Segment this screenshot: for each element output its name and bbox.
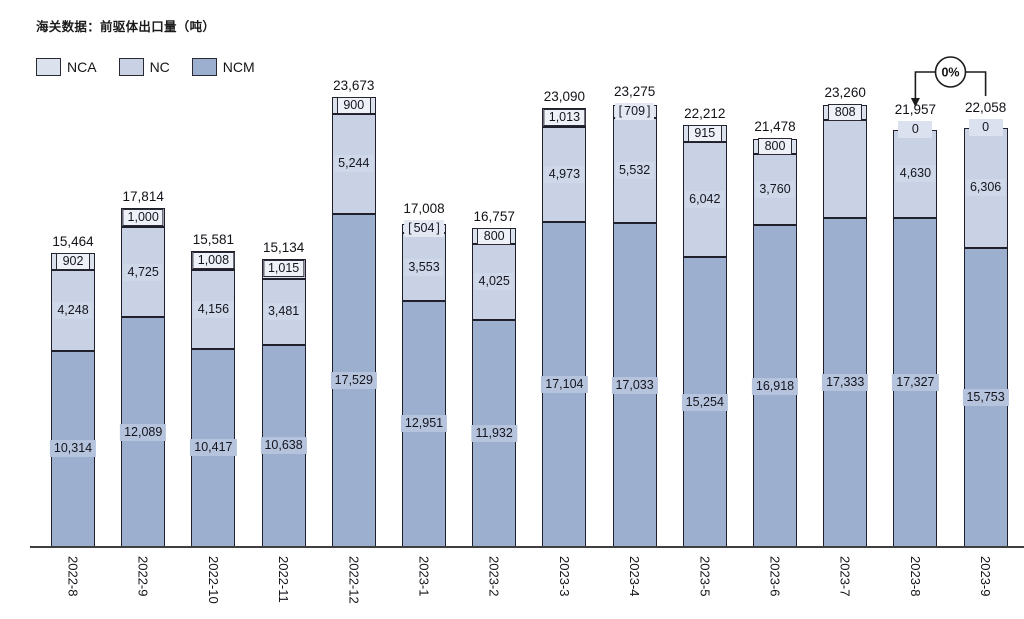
x-axis-label: 2023-6: [767, 556, 783, 597]
label-ncm-value: 10,314: [49, 440, 97, 458]
legend-label-ncm: NCM: [222, 59, 255, 75]
label-nca-value: 0: [968, 119, 1003, 137]
label-nca-value: 709: [614, 102, 655, 120]
total-label: 21,478: [754, 118, 796, 134]
label-ncm-value: 15,254: [681, 393, 728, 411]
total-label: 21,957: [894, 102, 937, 118]
total-label: 23,260: [824, 85, 866, 101]
legend: NCA NC NCM: [36, 58, 277, 76]
label-nca-value: 915: [687, 124, 722, 142]
legend-item-nca: NCA: [36, 58, 97, 76]
label-nc-value: 4,248: [53, 302, 93, 320]
total-label: 22,058: [964, 100, 1007, 116]
x-axis-label: 2022-10: [205, 556, 221, 604]
label-ncm-value: 12,089: [120, 423, 167, 441]
legend-label-nc: NC: [149, 59, 170, 75]
legend-item-ncm: NCM: [191, 58, 255, 76]
label-nca-value: 800: [477, 227, 512, 245]
label-nc-value: 5,532: [614, 162, 655, 180]
label-ncm-value: 17,033: [611, 376, 658, 394]
total-label: 15,134: [262, 240, 305, 256]
x-axis-label: 2023-5: [697, 556, 713, 597]
label-nca-value: 504: [404, 219, 444, 237]
annotation-percent-label: 0%: [941, 66, 959, 80]
x-axis-label: 2022-11: [276, 556, 292, 603]
label-nc-value: 3,481: [263, 303, 304, 321]
segment-nc-2023-7: [823, 120, 868, 218]
x-axis-label: 2023-8: [907, 556, 923, 597]
label-ncm-value: 16,918: [751, 377, 799, 395]
label-ncm-value: 11,932: [471, 425, 517, 443]
label-nca-value: 808: [828, 104, 863, 122]
legend-label-nca: NCA: [67, 59, 97, 75]
label-nc-value: 3,760: [755, 181, 795, 199]
nc-swatch-icon: [118, 58, 144, 76]
nca-swatch-icon: [36, 58, 61, 76]
label-nca-value: 1,008: [192, 251, 235, 269]
label-nca-value: 1,015: [262, 260, 305, 278]
legend-item-nc: NC: [118, 58, 170, 76]
label-nca-value: 900: [336, 97, 371, 115]
label-nc-value: 4,025: [474, 273, 514, 291]
total-label: 17,008: [403, 200, 445, 216]
label-nc-value: 4,630: [895, 165, 936, 183]
ncm-swatch-icon: [191, 58, 217, 76]
label-nc-value: 6,042: [685, 191, 725, 209]
x-axis-label: 2023-2: [486, 556, 502, 597]
label-ncm-value: 17,333: [822, 373, 869, 391]
total-label: 23,090: [543, 89, 586, 105]
label-ncm-value: 15,753: [962, 388, 1009, 406]
label-nca-value: 1,000: [122, 209, 164, 227]
label-nc-value: 4,973: [544, 166, 585, 184]
label-nc-value: 4,156: [193, 300, 234, 318]
label-ncm-value: 17,529: [330, 371, 377, 389]
x-axis-label: 2023-3: [556, 556, 572, 597]
label-ncm-value: 10,638: [260, 437, 307, 455]
label-nc-value: 3,553: [404, 258, 444, 276]
label-nc-value: 5,244: [334, 155, 374, 173]
label-ncm-value: 17,104: [541, 375, 588, 393]
total-label: 15,581: [192, 231, 235, 247]
label-ncm-value: 12,951: [400, 415, 448, 433]
x-axis-label: 2022-9: [135, 556, 151, 597]
label-nc-value: 4,725: [123, 263, 163, 281]
annotation-circle: [934, 56, 967, 88]
x-axis-label: 2022-8: [65, 556, 81, 597]
x-axis-label: 2022-12: [346, 556, 362, 604]
total-label: 22,212: [684, 105, 726, 121]
x-axis-label: 2023-9: [978, 556, 994, 597]
total-label: 23,275: [613, 83, 656, 99]
label-nca-value: 800: [758, 137, 792, 155]
total-label: 23,673: [333, 77, 375, 93]
total-label: 16,757: [473, 208, 515, 224]
x-axis-label: 2023-1: [416, 556, 432, 597]
x-axis-label: 2023-7: [837, 556, 853, 597]
chart-title: 海关数据：前驱体出口量（吨）: [36, 20, 216, 34]
label-ncm-value: 17,327: [892, 373, 939, 391]
label-nc-value: 6,306: [965, 179, 1006, 197]
label-nca-value: 902: [56, 253, 90, 271]
x-axis-label: 2023-4: [627, 556, 643, 597]
label-nca-value: 0: [898, 121, 933, 139]
total-label: 17,814: [122, 189, 164, 205]
label-ncm-value: 10,417: [190, 439, 237, 457]
label-nca-value: 1,013: [543, 109, 586, 127]
total-label: 15,464: [52, 234, 94, 250]
x-axis-line: [30, 546, 1024, 548]
